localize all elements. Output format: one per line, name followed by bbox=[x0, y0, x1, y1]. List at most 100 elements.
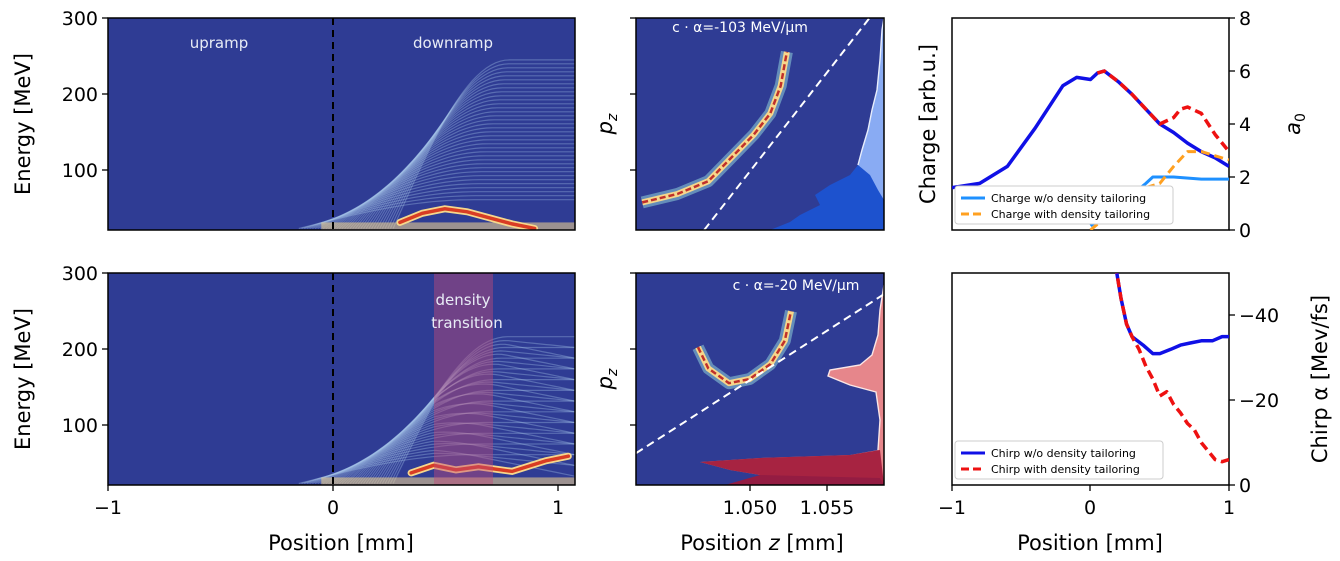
energy-trace bbox=[312, 440, 575, 485]
energy-trace bbox=[363, 368, 575, 484]
energy-top-ytick-200: 200 bbox=[62, 84, 98, 106]
energy-trace bbox=[336, 143, 575, 229]
energy-trace bbox=[306, 187, 575, 230]
phase-bottom-ylabel: pz bbox=[593, 368, 621, 390]
energy-trace bbox=[392, 343, 575, 484]
energy-trace bbox=[312, 179, 575, 230]
phase-bottom-spectrum bbox=[700, 284, 884, 485]
chirp-xtick-0: 0 bbox=[1084, 497, 1096, 519]
energy-base-band bbox=[321, 477, 575, 485]
legend-charge-with: Charge with density tailoring bbox=[991, 208, 1150, 221]
energy-trace bbox=[314, 432, 575, 485]
energy-trace bbox=[325, 159, 575, 229]
energy-trace bbox=[341, 135, 575, 229]
a0-ylabel: a0 bbox=[1281, 113, 1309, 135]
energy-xtick-minus1: −1 bbox=[94, 497, 122, 519]
energy-trace bbox=[338, 139, 575, 229]
upramp-label: upramp bbox=[190, 34, 249, 52]
a0-tick-2: 2 bbox=[1239, 167, 1251, 189]
energy-trace bbox=[333, 147, 575, 229]
a0-tick-0: 0 bbox=[1239, 220, 1251, 242]
energy-trace bbox=[371, 357, 575, 484]
energy-top-yticks: 300 200 100 bbox=[62, 8, 108, 182]
energy-trace bbox=[365, 371, 575, 484]
energy-trace bbox=[387, 67, 575, 229]
phase-top-spectrum-light bbox=[858, 18, 884, 230]
chirp-legend-box bbox=[954, 440, 1164, 480]
phase-top-frame bbox=[635, 17, 885, 231]
energy-trace bbox=[322, 421, 575, 485]
phase-top-spectrum bbox=[770, 18, 884, 230]
energy-trace bbox=[344, 403, 575, 484]
phase-top-chirp-line bbox=[703, 18, 871, 230]
phase-top-annotation: c · α=-103 MeV/μm bbox=[672, 20, 808, 36]
a0-tick-6: 6 bbox=[1239, 61, 1251, 83]
energy-trace bbox=[389, 339, 575, 484]
energy-trace bbox=[320, 167, 575, 230]
density-transition-label-2: transition bbox=[431, 314, 502, 332]
energy-trace bbox=[349, 391, 575, 484]
phase-top-spectrum-dark bbox=[770, 18, 884, 230]
energy-bottom-hot-curve bbox=[407, 452, 572, 477]
energy-trace bbox=[298, 454, 575, 485]
phase-xtick-label-1050: 1.050 bbox=[723, 497, 777, 519]
phase-bottom-frame bbox=[635, 272, 885, 486]
energy-trace bbox=[381, 350, 575, 484]
charge-ylabel: Charge [arb.u.] bbox=[916, 44, 940, 204]
energy-trace bbox=[368, 95, 575, 229]
energy-bottom-ytick-100: 100 bbox=[62, 415, 98, 437]
chirp-right-axis: −40 −20 0 bbox=[1229, 305, 1279, 497]
energy-trace bbox=[376, 83, 575, 229]
chirp-tick-0: 0 bbox=[1239, 475, 1251, 497]
energy-trace bbox=[392, 59, 575, 229]
phase-bottom-beam bbox=[692, 309, 797, 390]
charge-right-axis: 8 6 4 2 0 bbox=[1229, 8, 1251, 242]
energy-bottom-yticks: 300 200 100 bbox=[62, 263, 108, 437]
chirp-tick-minus40: −40 bbox=[1239, 305, 1279, 327]
chirp-xlabel: Position [mm] bbox=[1017, 531, 1163, 555]
energy-trace bbox=[387, 336, 575, 484]
energy-hot-core bbox=[409, 454, 571, 475]
energy-trace bbox=[357, 111, 575, 229]
legend-chirp-with: Chirp with density tailoring bbox=[991, 463, 1140, 476]
energy-trace bbox=[354, 115, 575, 229]
energy-bottom-frame bbox=[107, 272, 576, 486]
energy-trace bbox=[389, 63, 575, 229]
energy-trace bbox=[352, 393, 575, 484]
chirp-tick-minus20: −20 bbox=[1239, 390, 1279, 412]
energy-bottom-ytick-200: 200 bbox=[62, 339, 98, 361]
energy-trace bbox=[298, 199, 575, 230]
phase-bottom-spectrum-edge bbox=[827, 284, 884, 451]
energy-bottom-ylabel: Energy [MeV] bbox=[11, 308, 35, 450]
energy-trace bbox=[317, 432, 575, 485]
energy-trace bbox=[379, 79, 575, 229]
energy-trace bbox=[373, 360, 575, 484]
energy-top-traces bbox=[298, 59, 575, 230]
energy-trace bbox=[314, 175, 575, 230]
energy-bottom-background bbox=[108, 273, 575, 485]
phase-top-ylabel: pz bbox=[593, 113, 621, 135]
energy-base-band bbox=[321, 222, 575, 230]
energy-trace bbox=[360, 383, 575, 484]
energy-trace bbox=[338, 400, 575, 484]
phase-bottom-panel: c · α=-20 MeV/μm 1.050 1.055 pz Position… bbox=[593, 272, 885, 555]
density-transition-label-1: density bbox=[436, 291, 491, 309]
energy-trace bbox=[354, 379, 575, 484]
energy-trace bbox=[360, 107, 575, 229]
phase-bottom-spectrum-dark bbox=[700, 450, 884, 485]
energy-trace bbox=[301, 195, 575, 230]
chirp-legend: Chirp w/o density tailoring Chirp with d… bbox=[954, 440, 1164, 480]
a0-tick-4: 4 bbox=[1239, 114, 1251, 136]
energy-trace bbox=[322, 163, 575, 230]
energy-trace bbox=[317, 171, 575, 230]
energy-trace bbox=[306, 443, 575, 485]
energy-trace bbox=[352, 119, 575, 229]
energy-trace bbox=[384, 71, 575, 229]
energy-trace bbox=[330, 151, 575, 229]
energy-top-ylabel: Energy [MeV] bbox=[11, 53, 35, 195]
energy-trace bbox=[371, 91, 575, 229]
energy-trace bbox=[384, 353, 575, 484]
energy-trace bbox=[379, 346, 575, 484]
beam-core bbox=[641, 51, 789, 204]
chirp-lines bbox=[1115, 273, 1229, 464]
